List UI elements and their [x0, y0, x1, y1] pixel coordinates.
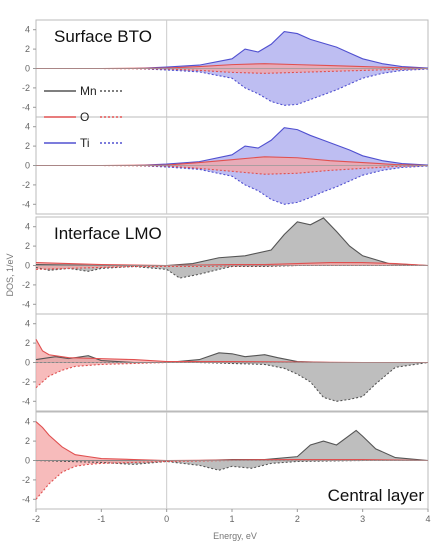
panel-1: -4 -2 0 2 4 Surface BTO	[22, 19, 429, 118]
y-axis-label: DOS, 1/eV	[5, 253, 15, 296]
series-ti-up-area	[36, 31, 428, 69]
y-tick-label: 2	[25, 141, 30, 151]
panel-4: -4 -2 0 2 4	[22, 313, 429, 412]
y-tick-label: -4	[22, 396, 30, 406]
series-o-down-line	[35, 361, 428, 389]
series-ti-up-line	[36, 127, 429, 167]
y-tick-label: 4	[25, 417, 30, 427]
series-o-down-area	[36, 68, 428, 74]
legend-label-mn: Mn	[80, 84, 97, 98]
y-tick-label: -4	[22, 299, 30, 309]
x-axis-label: Energy, eV	[213, 531, 257, 541]
y-tick-label: -4	[22, 494, 30, 504]
x-axis-ticks: -2 -1 0 1 2 3 4	[32, 509, 431, 524]
series-ti-up-area	[36, 127, 428, 166]
y-tick-label: -2	[22, 180, 30, 190]
series-ti-down-area	[36, 165, 428, 205]
y-tick-label: 0	[25, 64, 30, 74]
x-tick-label: -1	[97, 514, 105, 524]
y-tick-label: 0	[25, 456, 30, 466]
y-tick-label: 2	[25, 338, 30, 348]
series-o-up-area	[36, 339, 428, 363]
series-o-down-area	[36, 362, 428, 388]
series-ti-down-line	[36, 164, 429, 205]
y-tick-label: 4	[25, 25, 30, 35]
series-o-down-area	[36, 165, 428, 175]
series-o-up-area	[36, 156, 428, 166]
legend: Mn O Ti	[44, 84, 124, 150]
y-tick-label: 2	[25, 44, 30, 54]
panel-label: Central layer	[328, 486, 425, 505]
y-tick-label: 4	[25, 319, 30, 329]
x-tick-label: 1	[229, 514, 234, 524]
series-o-down-line	[35, 459, 428, 500]
y-tick-label: 4	[25, 222, 30, 232]
series-ti-down-area	[36, 68, 428, 106]
panel-3: -4 -2 0 2 4 Interface LMO	[22, 216, 429, 315]
y-tick-label: -2	[22, 475, 30, 485]
series-ti-down-line	[36, 67, 429, 106]
series-ti-up-line	[36, 31, 429, 70]
series-mn-down-line	[35, 459, 428, 471]
series-o-down-line	[35, 264, 428, 270]
series-o-up-area	[36, 63, 428, 69]
series-mn-down-area	[36, 460, 428, 471]
y-tick-label: -4	[22, 199, 30, 209]
series-mn-down-area	[36, 362, 428, 402]
series-mn-up-area	[36, 217, 428, 266]
y-tick-label: -4	[22, 102, 30, 112]
y-tick-label: 4	[25, 122, 30, 132]
series-o-up-area	[36, 262, 428, 266]
y-tick-label: -2	[22, 377, 30, 387]
series-mn-down-line	[35, 264, 428, 279]
series-mn-up-area	[36, 430, 428, 461]
series-o-up-line	[35, 262, 429, 267]
x-tick-label: 0	[164, 514, 169, 524]
legend-label-ti: Ti	[80, 136, 90, 150]
x-tick-label: 4	[425, 514, 430, 524]
y-tick-label: 2	[25, 436, 30, 446]
panel-label: Surface BTO	[54, 27, 152, 46]
y-tick-label: 0	[25, 261, 30, 271]
panel-label: Interface LMO	[54, 224, 162, 243]
y-tick-label: 0	[25, 161, 30, 171]
series-o-up-line	[35, 338, 428, 364]
series-o-down-area	[36, 265, 428, 270]
y-tick-label: -2	[22, 280, 30, 290]
series-o-down-area	[36, 460, 428, 500]
y-tick-label: 0	[25, 358, 30, 368]
y-tick-label: -2	[22, 83, 30, 93]
series-o-up-area	[36, 421, 428, 461]
panel-5: -4 -2 0 2 4 Central layer	[22, 411, 429, 510]
x-tick-label: -2	[32, 514, 40, 524]
x-tick-label: 2	[295, 514, 300, 524]
panel-2: -4 -2 0 2 4	[22, 116, 429, 215]
series-mn-up-area	[36, 352, 428, 363]
series-o-up-line	[35, 421, 429, 462]
panels-group: -4 -2 0 2 4 Surface BTO -4 -2 0 2 4 -4 -2 0 2 4 Interfac…	[22, 19, 429, 510]
x-tick-label: 3	[360, 514, 365, 524]
y-tick-label: 2	[25, 241, 30, 251]
legend-label-o: O	[80, 110, 89, 124]
